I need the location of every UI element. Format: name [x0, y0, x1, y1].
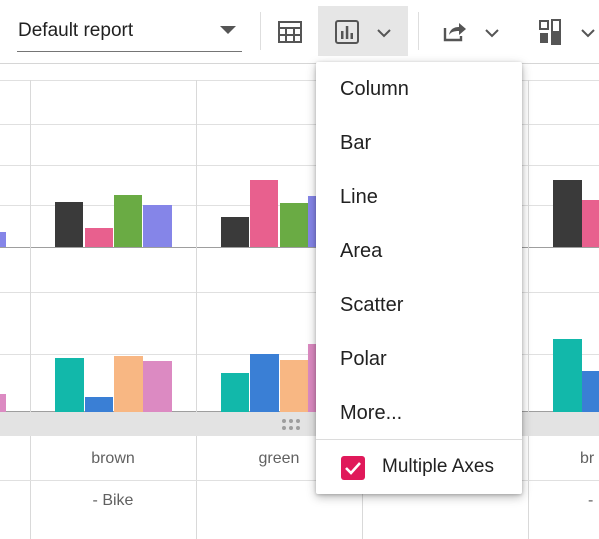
multiple-axes-checkbox[interactable] [341, 456, 365, 480]
chart-bar [143, 205, 172, 247]
menu-item-polar[interactable]: Polar [340, 348, 387, 370]
gridline [0, 354, 599, 355]
chart-bar [114, 356, 143, 412]
chart-bar [114, 195, 142, 247]
chart-bar [85, 397, 113, 412]
chart-bar [250, 180, 278, 247]
chart-bar [553, 180, 582, 247]
axis-line [0, 247, 599, 248]
chevron-down-icon [485, 29, 499, 38]
chart-bar [0, 394, 6, 412]
cell-divider [196, 80, 197, 539]
chart-bar [280, 203, 308, 247]
chart-bar [582, 200, 599, 247]
report-select-value: Default report [18, 20, 134, 41]
menu-item-more[interactable]: More... [340, 402, 403, 424]
chart-bar [308, 344, 316, 412]
chart-bar [55, 358, 84, 412]
grid-icon [278, 21, 302, 43]
chevron-down-icon [377, 29, 391, 38]
chart-bar [553, 339, 582, 412]
menu-item-area[interactable]: Area [340, 240, 383, 262]
chart-type-button[interactable] [318, 6, 408, 56]
format-icon [539, 19, 561, 45]
menu-item-column[interactable]: Column [340, 78, 409, 100]
category-label: br [580, 450, 595, 467]
chart-type-menu: Column Bar Line Area Scatter Polar More.… [316, 62, 522, 494]
menu-item-line[interactable]: Line [340, 186, 378, 208]
format-button[interactable] [530, 6, 599, 56]
category-label: brown [91, 450, 135, 467]
group-label: - [588, 492, 594, 509]
multiple-axes-label: Multiple Axes [382, 456, 494, 477]
report-select[interactable]: Default report [17, 12, 242, 52]
chart-bar [280, 360, 308, 412]
multiple-axes-option[interactable]: Multiple Axes [316, 442, 522, 492]
chart-bar [85, 228, 113, 247]
gridline [0, 480, 599, 481]
cell-divider [30, 80, 31, 539]
checkmark-icon [345, 462, 361, 475]
export-icon [443, 23, 466, 42]
chart-bar [55, 202, 83, 247]
chart-bar [308, 196, 316, 247]
gridline [0, 292, 599, 293]
dropdown-caret-icon [220, 26, 236, 34]
drag-handle-icon[interactable] [282, 419, 300, 431]
category-label: green [258, 450, 300, 467]
chart-bar [143, 361, 172, 412]
chart-bar [221, 373, 249, 412]
gridline [0, 124, 599, 125]
chart-bar [221, 217, 249, 247]
toolbar-divider [260, 12, 261, 50]
toolbar: Default report [0, 0, 599, 64]
chart-bar [582, 371, 599, 412]
chart-icon [335, 20, 359, 44]
menu-item-bar[interactable]: Bar [340, 132, 372, 154]
chart-bar [0, 232, 6, 247]
gridline [0, 165, 599, 166]
chevron-down-icon [581, 29, 595, 38]
grid-view-button[interactable] [268, 6, 312, 56]
export-button[interactable] [432, 6, 512, 56]
chart-bar [250, 354, 279, 412]
gridline [0, 80, 599, 81]
cell-divider [528, 80, 529, 539]
menu-item-scatter[interactable]: Scatter [340, 294, 404, 316]
toolbar-divider [418, 12, 419, 50]
menu-divider [316, 439, 522, 440]
group-label: - Bike [92, 492, 134, 509]
